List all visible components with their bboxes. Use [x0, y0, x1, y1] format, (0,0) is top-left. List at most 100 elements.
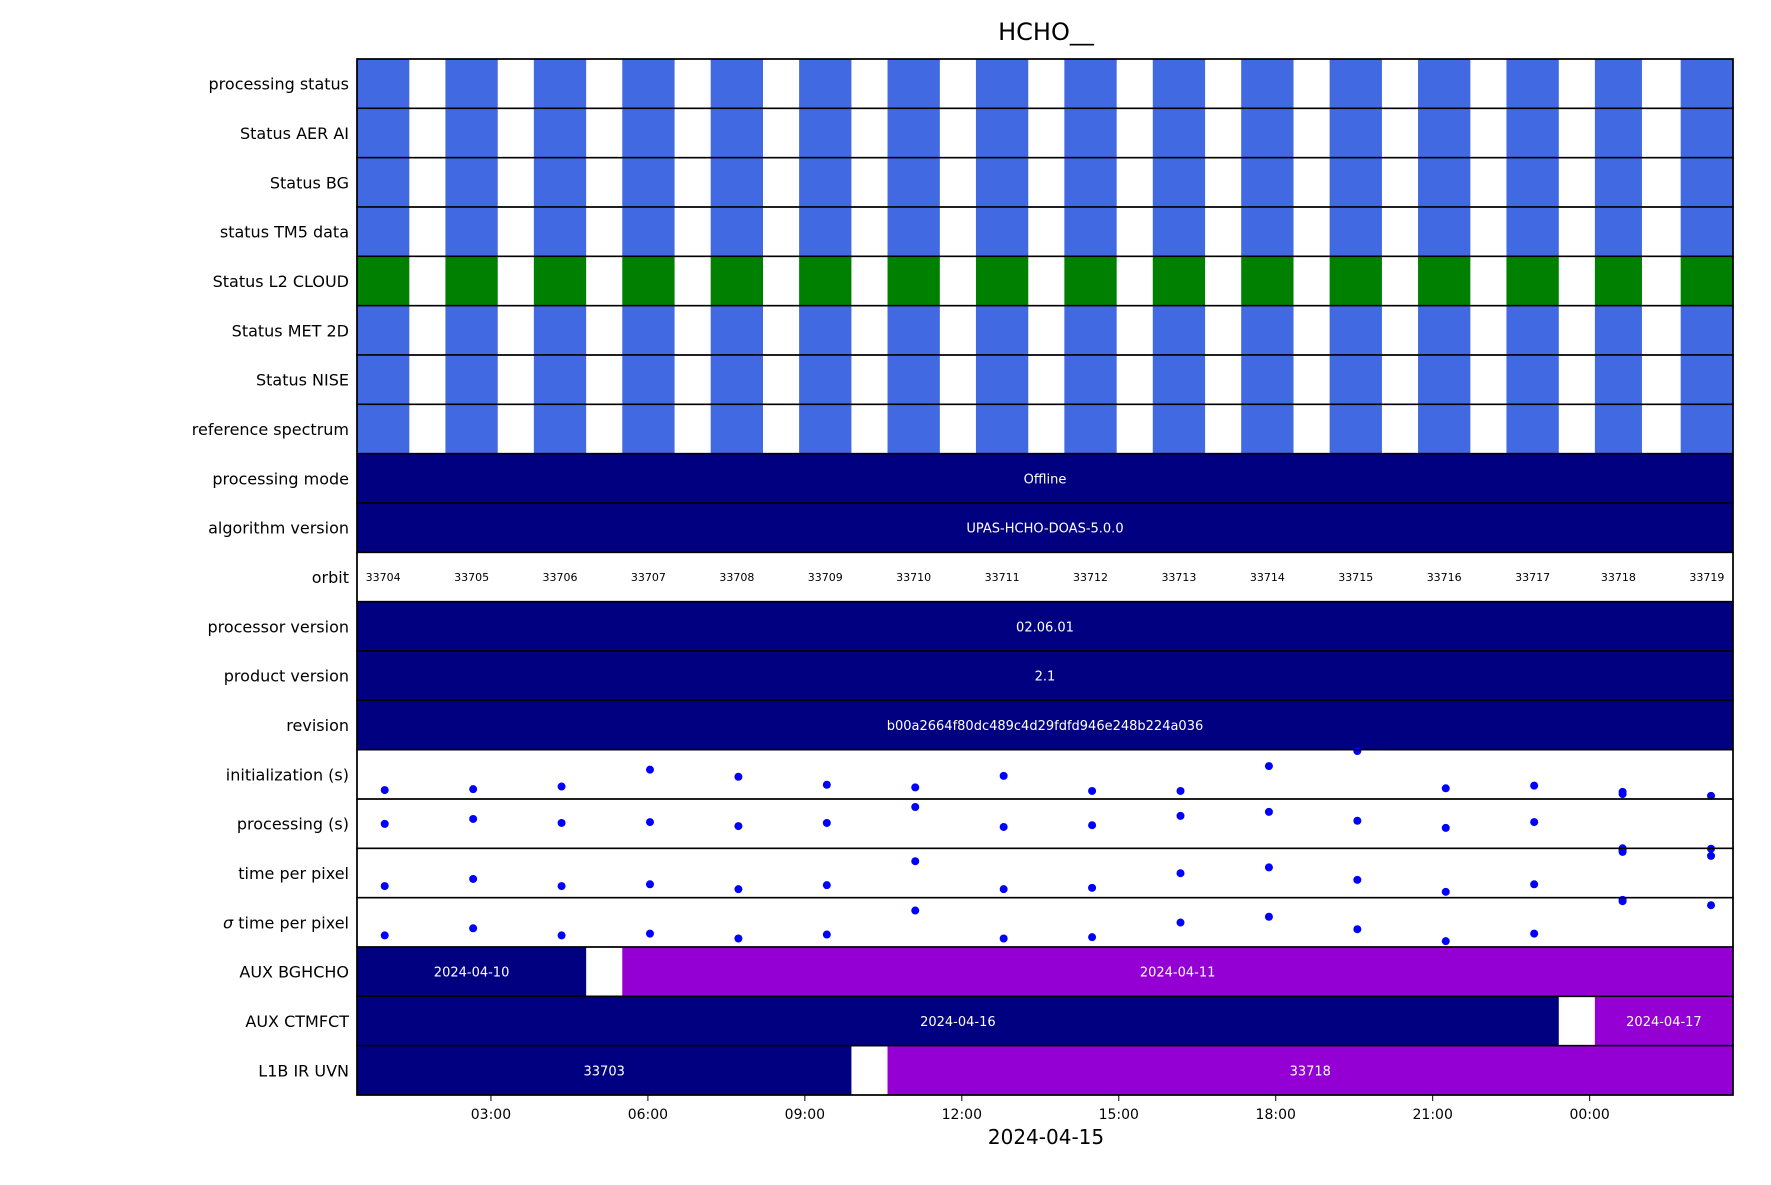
scatter-point [1441, 784, 1450, 793]
scatter-point [1353, 746, 1362, 755]
status-bar [1418, 59, 1471, 109]
status-bar [533, 355, 587, 405]
x-tick-label: 09:00 [785, 1107, 825, 1123]
status-bar [975, 404, 1029, 454]
row-18: AUX BGHCHO 2024-04-10 2024-04-11 [239, 946, 1734, 998]
status-bar [1329, 108, 1382, 158]
status-bar [357, 157, 410, 207]
status-bar [1418, 256, 1471, 306]
status-bar [1594, 207, 1642, 257]
status-bar [1418, 108, 1471, 158]
status-bar [357, 59, 410, 109]
status-bar [533, 305, 587, 355]
span-label: UPAS-HCHO-DOAS-5.0.0 [966, 522, 1123, 537]
status-bar [975, 305, 1029, 355]
scatter-point [1530, 818, 1539, 827]
status-bar [622, 305, 675, 355]
row-label: orbit [312, 568, 349, 587]
scatter-point [645, 765, 654, 774]
status-bar [1680, 59, 1733, 109]
span-bar [1594, 996, 1733, 1046]
span-label: Offline [1024, 472, 1067, 487]
scatter-point [1441, 823, 1450, 832]
span-label: 33718 [1290, 1064, 1331, 1079]
span-bar [357, 996, 1559, 1046]
scatter-point [1264, 807, 1273, 816]
row-label: L1B IR UVN [258, 1061, 349, 1080]
scatter-point [645, 929, 654, 938]
status-bar [1680, 207, 1733, 257]
status-bar [1594, 404, 1642, 454]
status-bar [1594, 157, 1642, 207]
rows-layer: processing status Status AER AI Status BG s… [192, 58, 1734, 1096]
status-bar [1064, 404, 1117, 454]
row-label: time per pixel [238, 864, 349, 883]
span-bar [887, 1045, 1733, 1095]
status-bar [445, 256, 498, 306]
scatter-point [734, 885, 743, 894]
span-bar [357, 947, 587, 997]
status-bar [1064, 157, 1117, 207]
row-label: processor version [207, 617, 349, 636]
status-bar [1594, 59, 1642, 109]
status-bar [1241, 157, 1294, 207]
status-bar [445, 108, 498, 158]
status-bar [710, 305, 763, 355]
status-bar [799, 59, 852, 109]
scatter-point [469, 874, 478, 883]
scatter-point [1530, 929, 1539, 938]
status-bar [710, 59, 763, 109]
span-label: b00a2664f80dc489c4d29fdfd946e248b224a036 [887, 719, 1204, 734]
status-bar [1152, 355, 1206, 405]
status-bar [1329, 207, 1382, 257]
row-17: σ time per pixel [223, 895, 1734, 948]
status-bar [975, 157, 1029, 207]
status-bar [799, 355, 852, 405]
status-bar [975, 108, 1029, 158]
status-bar [799, 207, 852, 257]
orbit-label: 33704 [366, 571, 401, 584]
scatter-point [1707, 791, 1716, 800]
row-label: processing mode [212, 469, 349, 488]
row-label: σ time per pixel [223, 913, 349, 932]
scatter-point [822, 818, 831, 827]
scatter-point [1264, 762, 1273, 771]
status-bar [622, 59, 675, 109]
scatter-point [734, 822, 743, 831]
scatter-point [557, 931, 566, 940]
status-bar [887, 404, 940, 454]
status-bar [1680, 404, 1733, 454]
status-bar [1594, 355, 1642, 405]
scatter-point [557, 818, 566, 827]
status-bar [799, 256, 852, 306]
scatter-point [380, 882, 389, 891]
status-bar [1241, 305, 1294, 355]
scatter-point [822, 881, 831, 890]
row-label: AUX CTMFCT [245, 1012, 349, 1031]
span-bar [357, 1045, 852, 1095]
row-frame [356, 847, 1734, 899]
row-label-symbol: σ [223, 913, 234, 932]
status-bar [799, 404, 852, 454]
status-bar [1418, 207, 1471, 257]
status-bar [1329, 59, 1382, 109]
scatter-point [1707, 851, 1716, 860]
row-label: product version [224, 667, 349, 686]
scatter-point [999, 934, 1008, 943]
status-bar [975, 207, 1029, 257]
scatter-point [911, 906, 920, 915]
scatter-point [822, 780, 831, 789]
scatter-point [557, 882, 566, 891]
status-bar [1418, 305, 1471, 355]
status-bar [533, 157, 587, 207]
scatter-point [1088, 933, 1097, 942]
row-label: Status MET 2D [232, 321, 349, 340]
status-bar [1680, 256, 1733, 306]
row-2: Status BG [270, 156, 1734, 208]
orbit-label: 33709 [808, 571, 843, 584]
scatter-point [911, 783, 920, 792]
status-bar [445, 404, 498, 454]
status-bar [710, 157, 763, 207]
scatter-point [1353, 816, 1362, 825]
status-bar [1152, 256, 1206, 306]
